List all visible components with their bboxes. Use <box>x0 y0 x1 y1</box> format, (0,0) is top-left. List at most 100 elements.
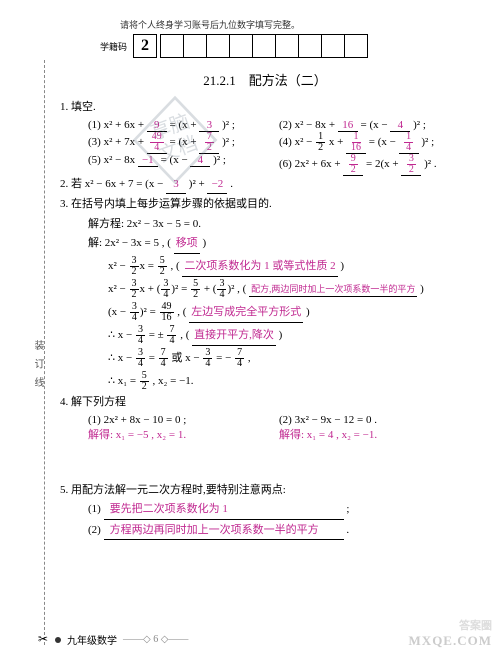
q4-label: 4. 解下列方程 <box>60 394 470 412</box>
code-cell <box>321 34 345 58</box>
q1-3-mid: = (x + <box>170 136 197 148</box>
q1-3-b2: 72 <box>199 132 219 154</box>
q5-l2-pre: (2) <box>88 524 101 536</box>
scissors-icon: ✂ <box>38 632 48 647</box>
q1-1-b1: 9 <box>147 119 167 132</box>
t: 或 x − <box>169 352 203 364</box>
q2-mid: )² + <box>189 178 205 190</box>
t: ) <box>279 329 283 341</box>
q3-step5: ∴ x − 34 = ± 74 , ( 直接开平方,降次 ) <box>108 325 470 346</box>
q3-s1-eq: 解: 2x² − 3x = 5 , ( <box>88 237 171 249</box>
q5-l1-pre: (1) <box>88 503 101 515</box>
code-cell <box>183 34 207 58</box>
t: x² − <box>108 283 129 295</box>
q1-5-mid: = (x − <box>161 154 188 166</box>
q1-2-mid: = (x − <box>361 119 388 131</box>
q1-1-mid: = (x + <box>170 119 197 131</box>
q3-s5-reason: 直接开平方,降次 <box>192 327 276 346</box>
q1-6-b1: 92 <box>343 154 363 176</box>
code-cell <box>298 34 322 58</box>
t: , ( <box>175 306 187 318</box>
footer-text: 九年级数学 <box>67 632 117 647</box>
q3-step1: 解: 2x² − 3x = 5 , ( 移项 ) <box>88 235 470 254</box>
q1-3-left: (3) x² + 7x + <box>88 136 144 148</box>
q3-label: 3. 在括号内填上每步运算步骤的依据或目的. <box>60 196 470 214</box>
q2-b2: −2 <box>207 176 227 195</box>
t: ) <box>340 260 344 272</box>
q5-l1: (1) 要先把二次项系数化为 1 ; <box>88 501 470 520</box>
q1-6-b2: 32 <box>401 154 421 176</box>
q1-5-b1: −1 <box>138 154 158 167</box>
q1-2-end: )² ; <box>413 119 426 131</box>
q1-5-left: (5) x² − 8x <box>88 154 135 166</box>
q2: 2. 若 x² − 6x + 7 = (x − 3 )² + −2 . <box>60 176 470 195</box>
q3-step3: x² − 32x + (34)² = 52 + (34)² , ( 配方,两边同… <box>108 279 470 300</box>
t: , x₂ = −1. <box>150 375 194 387</box>
q1-4-b1: 116 <box>346 132 366 154</box>
code-cell <box>275 34 299 58</box>
q5-l2: (2) 方程两边再同时加上一次项系数一半的平方 . <box>88 522 470 541</box>
t: x = <box>140 260 157 272</box>
q5-l1-blank: 要先把二次项系数化为 1 <box>104 501 344 520</box>
t: + ( <box>201 283 216 295</box>
code-first-digit: 2 <box>133 34 157 58</box>
q1-label: 1. 填空. <box>60 99 470 117</box>
q1-row2: (3) x² + 7x + 494 = (x + 72 )² ; (4) x² … <box>88 132 470 154</box>
q3-intro: 解方程: 2x² − 3x − 5 = 0. <box>88 216 470 234</box>
code-row: 学籍码 2 <box>100 34 470 58</box>
header-hint: 请将个人终身学习账号后九位数字填写完整。 <box>120 18 470 31</box>
page-deco: ——◇ 6 ◇—— <box>123 634 188 645</box>
q1-4-end: )² ; <box>421 136 434 148</box>
code-cell <box>229 34 253 58</box>
q1-5-b2: 4 <box>190 154 210 167</box>
q3-s3-reason: 配方,两边同时加上一次项系数一半的平方 <box>249 282 417 297</box>
code-cell <box>160 34 184 58</box>
q2-end: . <box>230 178 233 190</box>
watermark-logo: 答案圈 <box>459 617 492 633</box>
q1-2-b1: 16 <box>338 119 358 132</box>
q1-row1: (1) x² + 6x + 9 = (x + 3 )² ; (2) x² − 8… <box>88 119 470 132</box>
t: )² = <box>171 283 190 295</box>
q3-s1-reason: 移项 <box>174 235 200 254</box>
q1-1-left: (1) x² + 6x + <box>88 119 144 131</box>
q1-3-end: )² ; <box>222 136 235 148</box>
q1-4-mid0: x + <box>329 136 343 148</box>
t: ∴ x − <box>108 352 135 364</box>
watermark-url: MXQE.COM <box>409 633 492 649</box>
t: = − <box>213 352 234 364</box>
q4-p1-sol: 解得: x₁ = −5 , x₂ = 1. <box>88 426 279 442</box>
t: , ( <box>177 329 189 341</box>
t: , <box>245 352 251 364</box>
t: = <box>146 352 158 364</box>
q4-p2-eq: (2) 3x² − 9x − 12 = 0 . <box>279 414 470 426</box>
q1-3-b1: 494 <box>147 132 167 154</box>
t: , ( <box>168 260 180 272</box>
t: ∴ x − <box>108 329 135 341</box>
q1-5-end: )² ; <box>213 154 226 166</box>
t: = ± <box>146 329 167 341</box>
binding-label: 装 订 线 <box>30 340 45 390</box>
q4-p1-eq: (1) 2x² + 8x − 10 = 0 ; <box>88 414 279 426</box>
page-number: 6 <box>153 634 158 645</box>
t: x + ( <box>140 283 161 295</box>
q1-1-end: )² ; <box>222 119 235 131</box>
q5-l2-blank: 方程两边再同时加上一次项系数一半的平方 <box>104 522 344 541</box>
q4-p2-sol: 解得: x₁ = 4 , x₂ = −1. <box>279 426 470 442</box>
t: ) <box>306 306 310 318</box>
q1-2-b2: 4 <box>390 119 410 132</box>
t: ) <box>420 283 424 295</box>
q3-s2-reason: 二次项系数化为 1 或等式性质 2 <box>182 258 337 277</box>
q4-sols: 解得: x₁ = −5 , x₂ = 1. 解得: x₁ = 4 , x₂ = … <box>88 426 470 442</box>
q5-label: 5. 用配方法解一元二次方程时,要特别注意两点: <box>60 482 470 500</box>
q1-4-mid: = (x − <box>369 136 396 148</box>
section-title: 21.2.1 配方法（二） <box>60 70 470 89</box>
t: ∴ x₁ = <box>108 375 139 387</box>
q3-step4: (x − 34)² = 4916 , ( 左边写成完全平方形式 ) <box>108 302 470 323</box>
code-grid <box>161 34 368 58</box>
q1-2-left: (2) x² − 8x + <box>279 119 335 131</box>
q3-step6: ∴ x − 34 = 74 或 x − 34 = − 74 , <box>108 348 470 369</box>
q1-4-b2: 14 <box>399 132 419 154</box>
q1-4-left: (4) x² − <box>279 136 315 148</box>
footer: 九年级数学 ——◇ 6 ◇—— <box>55 632 188 647</box>
q3-step7: ∴ x₁ = 52 , x₂ = −1. <box>108 371 470 392</box>
